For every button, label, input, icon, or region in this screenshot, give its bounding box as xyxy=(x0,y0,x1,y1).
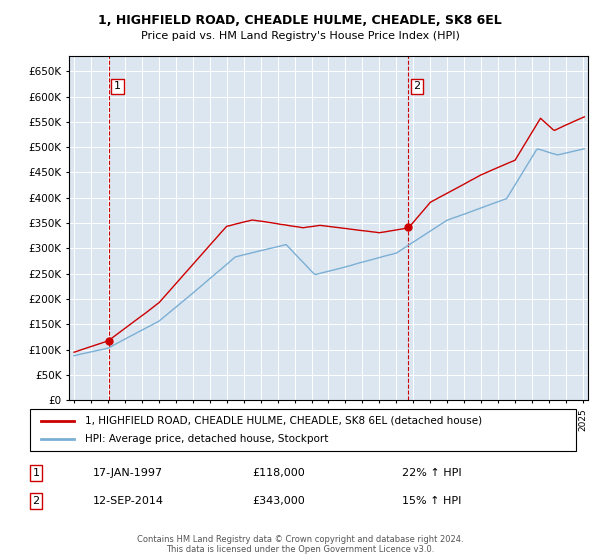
Text: 1: 1 xyxy=(114,81,121,91)
Text: 15% ↑ HPI: 15% ↑ HPI xyxy=(402,496,461,506)
Text: Contains HM Land Registry data © Crown copyright and database right 2024.
This d: Contains HM Land Registry data © Crown c… xyxy=(137,535,463,554)
FancyBboxPatch shape xyxy=(30,409,576,451)
Text: £343,000: £343,000 xyxy=(252,496,305,506)
Text: HPI: Average price, detached house, Stockport: HPI: Average price, detached house, Stoc… xyxy=(85,434,328,444)
Text: 1, HIGHFIELD ROAD, CHEADLE HULME, CHEADLE, SK8 6EL (detached house): 1, HIGHFIELD ROAD, CHEADLE HULME, CHEADL… xyxy=(85,416,482,426)
Text: 2: 2 xyxy=(32,496,40,506)
Text: 1, HIGHFIELD ROAD, CHEADLE HULME, CHEADLE, SK8 6EL: 1, HIGHFIELD ROAD, CHEADLE HULME, CHEADL… xyxy=(98,14,502,27)
Text: 1: 1 xyxy=(32,468,40,478)
Text: £118,000: £118,000 xyxy=(252,468,305,478)
Text: 12-SEP-2014: 12-SEP-2014 xyxy=(93,496,164,506)
Text: 17-JAN-1997: 17-JAN-1997 xyxy=(93,468,163,478)
Text: Price paid vs. HM Land Registry's House Price Index (HPI): Price paid vs. HM Land Registry's House … xyxy=(140,31,460,41)
Text: 2: 2 xyxy=(413,81,421,91)
Text: 22% ↑ HPI: 22% ↑ HPI xyxy=(402,468,461,478)
